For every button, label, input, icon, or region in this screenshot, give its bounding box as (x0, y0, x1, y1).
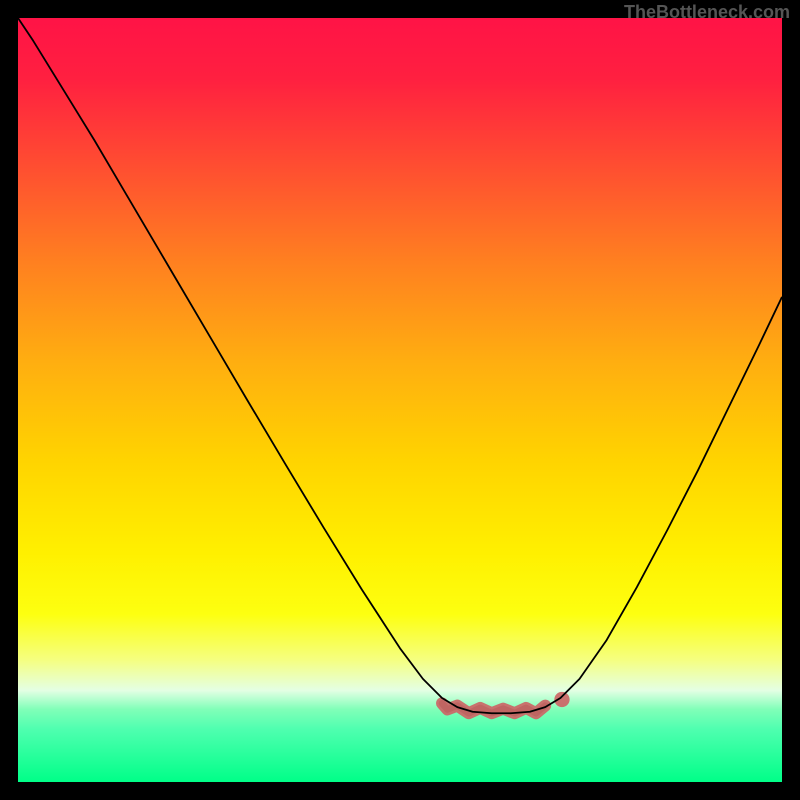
chart-container: TheBottleneck.com (0, 0, 800, 800)
plot-area (18, 18, 782, 782)
bottleneck-curve (18, 18, 782, 713)
flat-region-highlight (442, 692, 570, 713)
curve-layer (18, 18, 782, 782)
attribution-text: TheBottleneck.com (624, 2, 790, 23)
